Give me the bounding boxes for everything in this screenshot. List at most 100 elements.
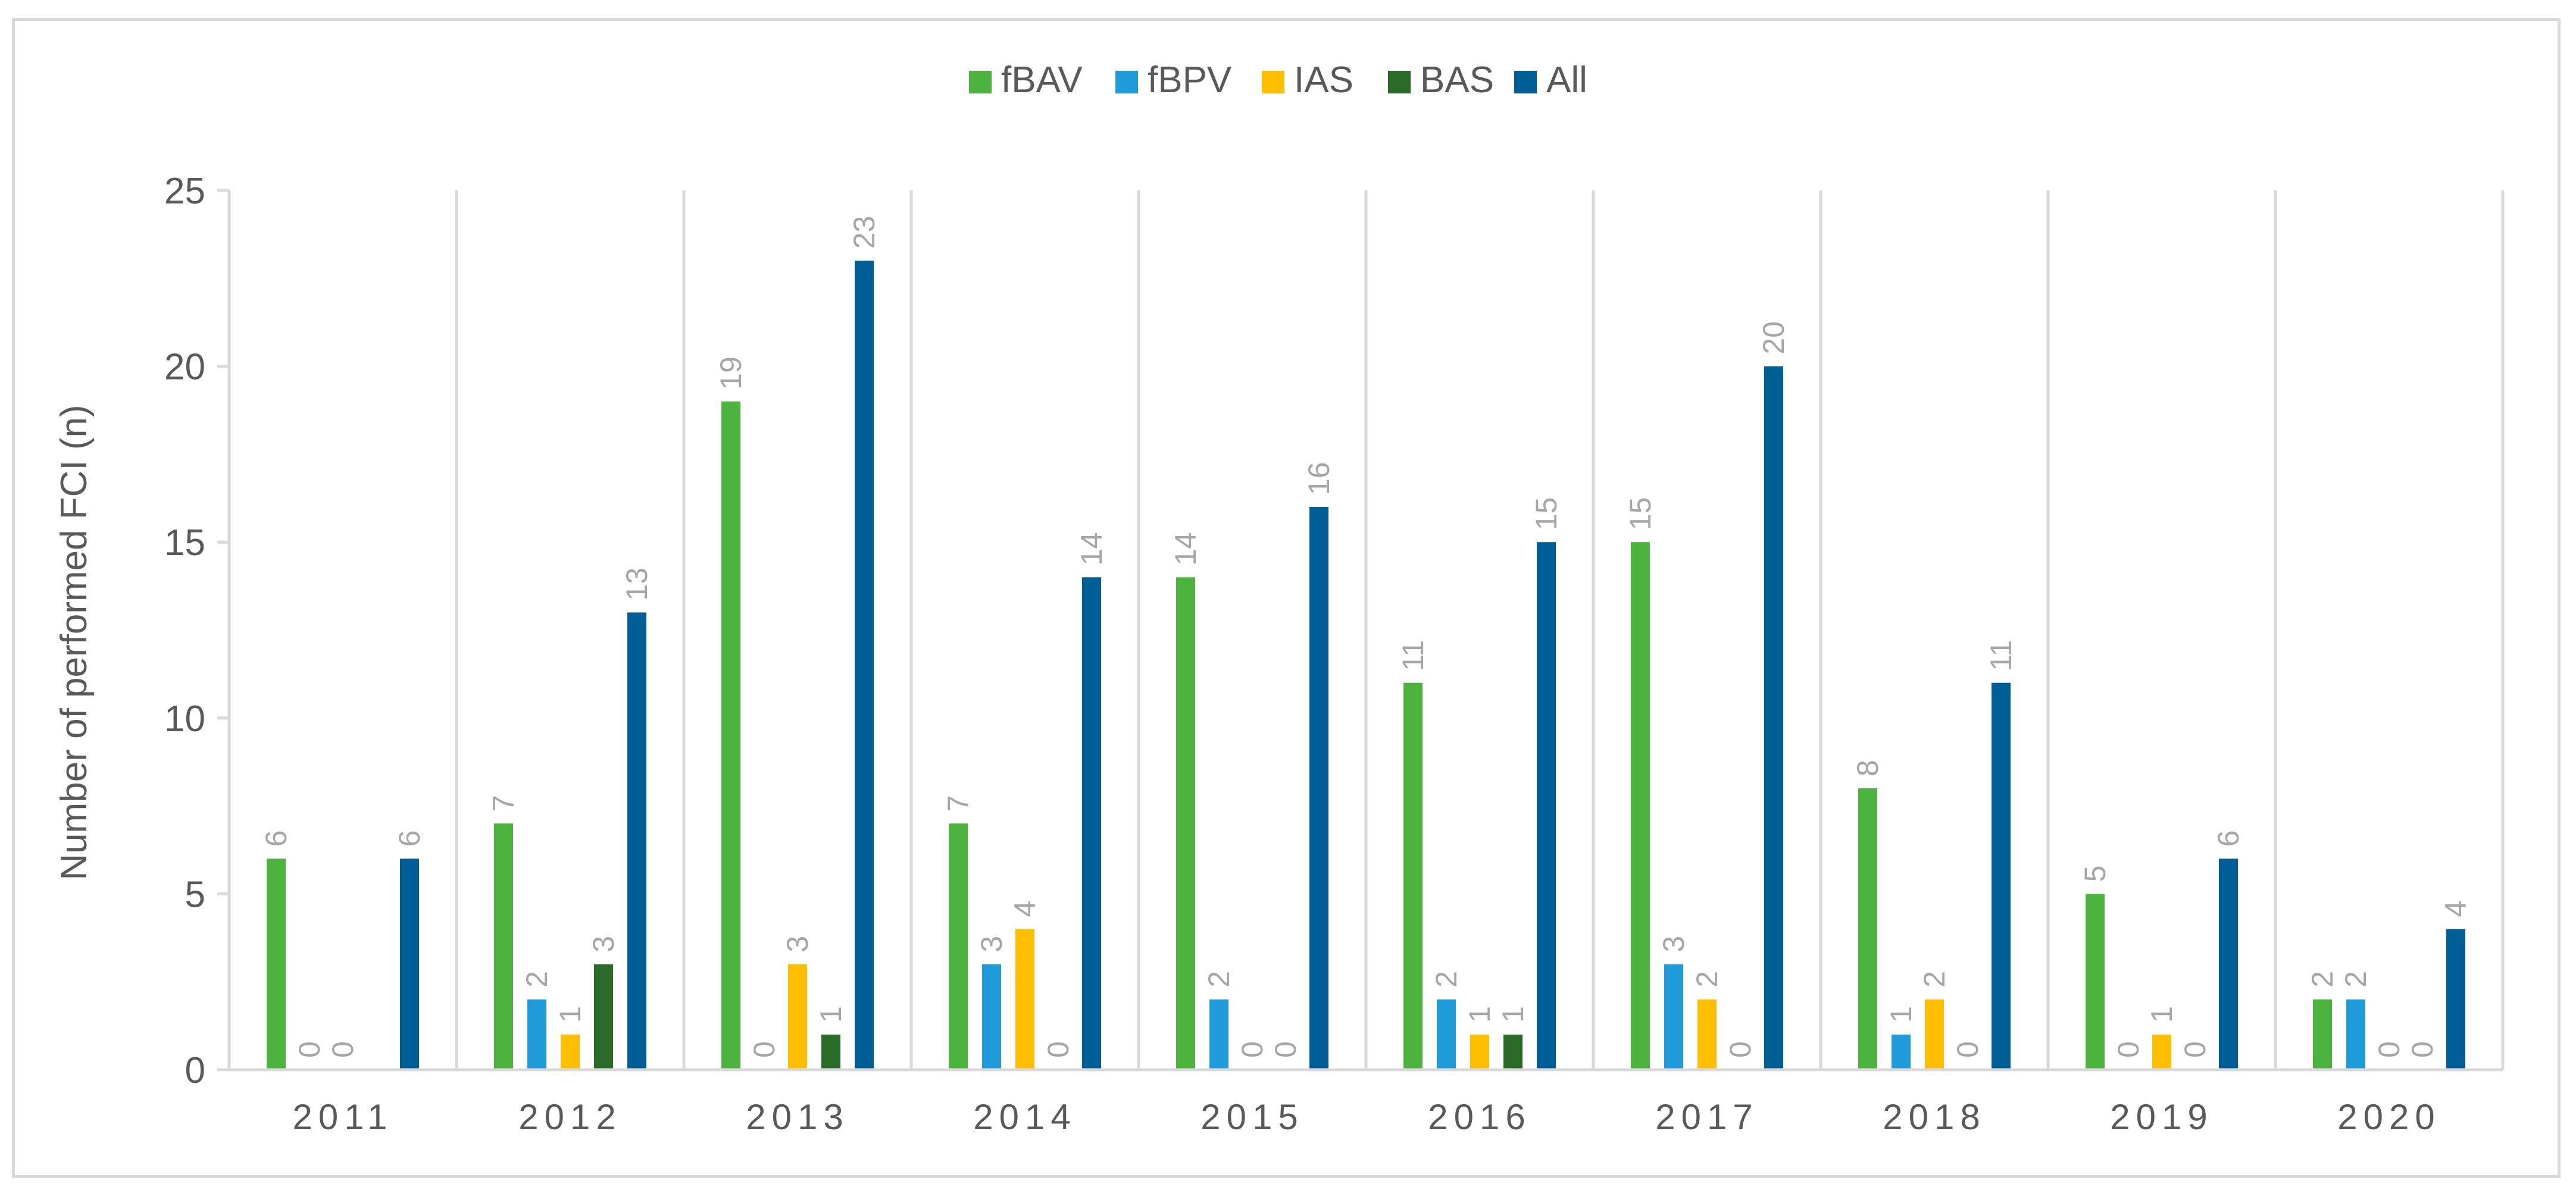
data-label-bas-2017: 0 xyxy=(1724,1041,1757,1058)
data-label-all-2017: 20 xyxy=(1757,321,1790,355)
data-label-ias-2014: 4 xyxy=(1008,901,1042,917)
data-label-bas-2019: 0 xyxy=(2178,1041,2212,1058)
bar-fbpv-2014 xyxy=(982,964,1001,1070)
data-label-fbav-2014: 7 xyxy=(942,795,975,812)
x-tick-label: 2016 xyxy=(1428,1097,1531,1137)
data-label-fbav-2017: 15 xyxy=(1624,497,1657,531)
x-tick-label: 2012 xyxy=(518,1097,621,1137)
data-label-ias-2017: 2 xyxy=(1690,971,1724,988)
bar-fbpv-2017 xyxy=(1664,964,1683,1070)
y-tick-label: 20 xyxy=(164,347,205,388)
bar-fbav-2016 xyxy=(1403,682,1423,1070)
data-label-fbpv-2015: 2 xyxy=(1202,971,1236,988)
bar-fbav-2020 xyxy=(2313,999,2332,1070)
data-label-ias-2015: 0 xyxy=(1236,1041,1269,1058)
bar-all-2019 xyxy=(2219,859,2238,1070)
data-label-bas-2016: 1 xyxy=(1496,1006,1530,1023)
data-label-bas-2013: 1 xyxy=(814,1006,848,1023)
bar-all-2018 xyxy=(1992,682,2011,1070)
bar-fbav-2014 xyxy=(949,823,968,1070)
chart-frame xyxy=(12,18,2561,1178)
data-label-ias-2018: 2 xyxy=(1918,971,1951,988)
x-tick-label: 2015 xyxy=(1201,1097,1303,1137)
y-tick-label: 25 xyxy=(164,171,205,212)
legend-swatch-all xyxy=(1514,71,1537,93)
data-label-ias-2019: 1 xyxy=(2145,1006,2178,1023)
bar-ias-2016 xyxy=(1470,1034,1489,1070)
bar-ias-2012 xyxy=(561,1034,580,1070)
data-label-all-2018: 11 xyxy=(1984,640,2018,671)
data-label-bas-2020: 0 xyxy=(2406,1041,2439,1058)
data-label-fbpv-2014: 3 xyxy=(975,936,1008,953)
data-label-fbav-2015: 14 xyxy=(1169,532,1202,566)
bars-layer xyxy=(267,261,2465,1070)
data-label-all-2019: 6 xyxy=(2212,830,2245,847)
data-label-bas-2015: 0 xyxy=(1269,1041,1302,1058)
bar-all-2015 xyxy=(1309,507,1328,1070)
data-label-fbpv-2020: 2 xyxy=(2339,971,2372,988)
data-label-fbav-2018: 8 xyxy=(1851,760,1884,776)
data-label-fbav-2013: 19 xyxy=(714,356,748,390)
legend: fBAV fBPV IAS BAS All xyxy=(969,59,1587,101)
data-label-fbav-2011: 6 xyxy=(260,830,293,847)
bar-fbav-2012 xyxy=(494,823,513,1070)
bar-all-2011 xyxy=(400,859,419,1070)
data-label-all-2020: 4 xyxy=(2439,901,2472,917)
bar-fbpv-2016 xyxy=(1437,999,1456,1070)
data-label-ias-2020: 0 xyxy=(2372,1041,2406,1058)
bar-ias-2014 xyxy=(1015,929,1034,1070)
bar-fbpv-2018 xyxy=(1892,1034,1911,1070)
bar-fbpv-2012 xyxy=(527,999,546,1070)
data-label-all-2013: 23 xyxy=(848,216,881,249)
data-label-all-2015: 16 xyxy=(1302,462,1336,495)
x-tick-label: 2017 xyxy=(1655,1097,1758,1137)
x-tick-label: 2020 xyxy=(2337,1097,2440,1137)
bar-fbav-2017 xyxy=(1631,542,1650,1070)
bar-fbav-2018 xyxy=(1858,788,1877,1070)
data-label-ias-2012: 1 xyxy=(554,1006,587,1023)
bar-ias-2018 xyxy=(1925,999,1944,1070)
bar-fbav-2019 xyxy=(2086,894,2105,1070)
y-tick-label: 15 xyxy=(164,522,205,563)
data-label-bas-2012: 3 xyxy=(587,936,620,953)
data-label-ias-2013: 3 xyxy=(781,936,814,953)
y-tick-label: 0 xyxy=(185,1050,205,1091)
data-label-ias-2011: 0 xyxy=(326,1041,359,1058)
bar-ias-2019 xyxy=(2152,1034,2171,1070)
bar-all-2013 xyxy=(855,261,874,1070)
bar-ias-2017 xyxy=(1697,999,1717,1070)
bar-bas-2012 xyxy=(594,964,613,1070)
bar-all-2014 xyxy=(1082,577,1101,1070)
grid-layer xyxy=(227,190,2505,1070)
data-label-fbav-2012: 7 xyxy=(487,795,520,812)
data-label-bas-2014: 0 xyxy=(1042,1041,1075,1058)
y-tick-label: 10 xyxy=(164,698,205,740)
bar-fbpv-2015 xyxy=(1209,999,1228,1070)
x-tick-label: 2018 xyxy=(1883,1097,1986,1137)
bar-fbpv-2020 xyxy=(2346,999,2365,1070)
legend-label-bas: BAS xyxy=(1420,59,1494,101)
data-label-fbav-2016: 11 xyxy=(1396,640,1430,671)
data-label-fbpv-2017: 3 xyxy=(1657,936,1690,953)
data-label-fbpv-2018: 1 xyxy=(1884,1006,1918,1023)
data-label-fbpv-2019: 0 xyxy=(2112,1041,2145,1058)
data-label-fbpv-2011: 0 xyxy=(293,1041,326,1058)
data-label-all-2012: 13 xyxy=(620,568,654,601)
legend-label-ias: IAS xyxy=(1294,59,1353,101)
legend-swatch-ias xyxy=(1262,71,1284,93)
bar-fbav-2013 xyxy=(721,401,740,1070)
data-label-fbpv-2016: 2 xyxy=(1430,971,1463,988)
legend-swatch-fbav xyxy=(969,71,992,93)
bar-all-2020 xyxy=(2446,929,2465,1070)
bar-ias-2013 xyxy=(788,964,807,1070)
data-label-bas-2018: 0 xyxy=(1951,1041,1984,1058)
bar-bas-2013 xyxy=(821,1034,840,1070)
bar-fbav-2015 xyxy=(1176,577,1195,1070)
data-label-fbpv-2013: 0 xyxy=(748,1041,781,1058)
legend-label-fbav: fBAV xyxy=(1001,59,1083,101)
bar-fbav-2011 xyxy=(267,859,286,1070)
x-tick-label: 2014 xyxy=(973,1097,1076,1137)
legend-label-fbpv: fBPV xyxy=(1148,59,1232,101)
